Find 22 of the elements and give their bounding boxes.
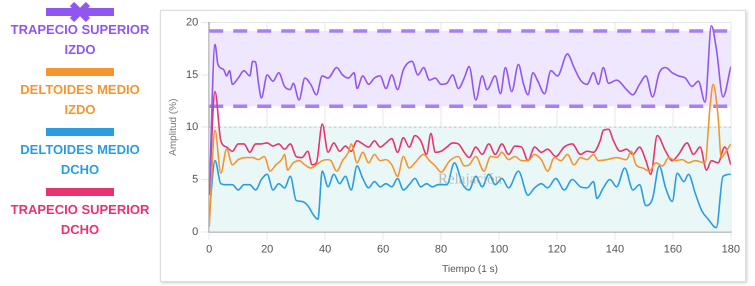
- y-tick-label: 15: [186, 68, 198, 81]
- text: DELTOIDES MEDIO DCHO: [19, 141, 141, 179]
- x-tick-label: 140: [606, 243, 624, 256]
- y-tick-label: 5: [192, 174, 198, 186]
- text: DELTOIDES MEDIO IZDO: [19, 81, 141, 119]
- y-tick-label: 0: [192, 226, 198, 238]
- legend-label: TRAPECIO SUPERIOR IZDO: [10, 21, 150, 59]
- x-tick-label: 40: [319, 243, 332, 256]
- x-tick-label: 120: [548, 243, 566, 256]
- text: TRAPECIO SUPERIOR DCHO: [10, 201, 150, 239]
- x-tick-label: 180: [722, 243, 740, 256]
- x-tick-label: 160: [664, 243, 682, 256]
- line-series: [209, 160, 731, 228]
- x-tick-label: 20: [261, 243, 274, 256]
- y-axis-title: Amplitud (%): [168, 98, 179, 156]
- y-tick-label: 10: [186, 121, 198, 134]
- x-tick-label: 60: [376, 243, 390, 256]
- x-tick-label: 100: [490, 243, 508, 256]
- x-tick-label: 0: [206, 243, 212, 256]
- y-tick-label: 20: [186, 16, 198, 29]
- x-axis-title: Tiempo (1 s): [442, 264, 498, 275]
- x-tick-label: 80: [434, 243, 448, 256]
